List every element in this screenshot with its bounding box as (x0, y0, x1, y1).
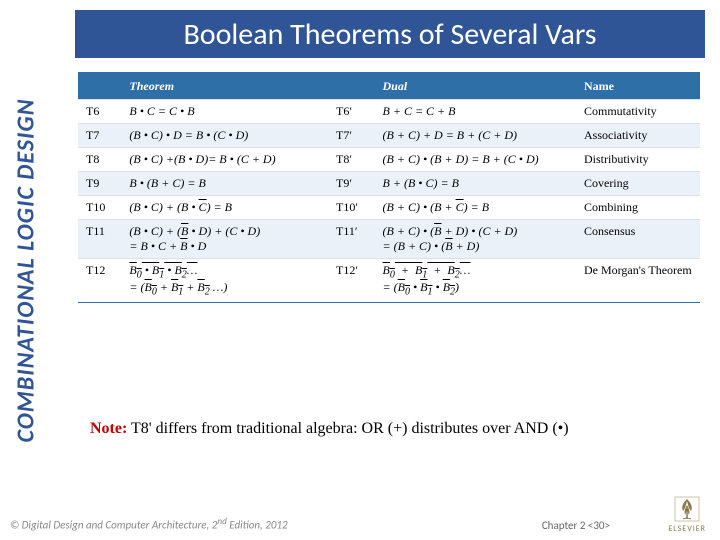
footer: © Digital Design and Computer Architectu… (10, 498, 710, 532)
tree-icon (673, 495, 701, 523)
row-name: De Morgan's Theorem (576, 259, 700, 303)
sidebar-title: COMBINATIONAL LOGIC DESIGN (12, 98, 41, 442)
footer-center: Chapter 2 <30> (542, 519, 610, 532)
row-name: Commutativity (576, 100, 700, 124)
note: Note: T8' differs from traditional algeb… (90, 420, 569, 438)
table-row: T12B0 • B1 • B2…= (B0 + B1 + B2 …)T12′B0… (78, 259, 700, 303)
table-row: T8(B • C) +(B • D)= B • (C + D)T8′(B + C… (78, 148, 700, 172)
row-dual-id: T10′ (328, 196, 374, 220)
row-name: Distributivity (576, 148, 700, 172)
col-blank2 (328, 73, 374, 100)
row-dual-id: T11′ (328, 220, 374, 259)
table-row: T7(B • C) • D = B • (C • D)T7′(B + C) + … (78, 124, 700, 148)
row-id: T7 (78, 124, 121, 148)
col-blank (78, 73, 121, 100)
row-dual-id: T6′ (328, 100, 374, 124)
row-name: Combining (576, 196, 700, 220)
row-dual-id: T9′ (328, 172, 374, 196)
theorem-table-wrap: Theorem Dual Name T6B • C = C • BT6′B + … (78, 72, 700, 303)
col-dual: Dual (375, 73, 576, 100)
copyright-post: Edition, 2012 (227, 519, 288, 532)
row-dual: B0 + B1 + B2…= (B0 • B1 • B2) (375, 259, 576, 303)
row-theorem: B0 • B1 • B2…= (B0 + B1 + B2 …) (121, 259, 328, 303)
copyright-sup: nd (217, 516, 226, 527)
row-dual: (B + C) • (B + C) = B (375, 196, 576, 220)
theorem-table: Theorem Dual Name T6B • C = C • BT6′B + … (78, 72, 700, 303)
row-dual-id: T12′ (328, 259, 374, 303)
slide-title-bar: Boolean Theorems of Several Vars (75, 10, 705, 58)
row-id: T10 (78, 196, 121, 220)
row-dual: (B + C) + D = B + (C + D) (375, 124, 576, 148)
row-theorem: (B • C) + (B • C) = B (121, 196, 328, 220)
row-theorem: B • C = C • B (121, 100, 328, 124)
row-theorem: B • (B + C) = B (121, 172, 328, 196)
row-dual-id: T8′ (328, 148, 374, 172)
row-name: Covering (576, 172, 700, 196)
row-dual: (B + C) • (B + D) = B + (C • D) (375, 148, 576, 172)
col-name: Name (576, 73, 700, 100)
table-row: T10(B • C) + (B • C) = BT10′(B + C) • (B… (78, 196, 700, 220)
row-dual: B + C = C + B (375, 100, 576, 124)
publisher-logo: ELSEVIER (668, 495, 706, 534)
row-dual: (B + C) • (B + D) • (C + D)= (B + C) • (… (375, 220, 576, 259)
row-id: T12 (78, 259, 121, 303)
row-theorem: (B • C) +(B • D)= B • (C + D) (121, 148, 328, 172)
sidebar: COMBINATIONAL LOGIC DESIGN (0, 0, 52, 540)
row-id: T6 (78, 100, 121, 124)
row-dual-id: T7′ (328, 124, 374, 148)
row-theorem: (B • C) • D = B • (C • D) (121, 124, 328, 148)
table-row: T6B • C = C • BT6′B + C = C + BCommutati… (78, 100, 700, 124)
row-id: T11 (78, 220, 121, 259)
col-theorem: Theorem (121, 73, 328, 100)
table-body: T6B • C = C • BT6′B + C = C + BCommutati… (78, 100, 700, 303)
table-row: T11(B • C) + (B • D) + (C • D)= B • C + … (78, 220, 700, 259)
row-name: Associativity (576, 124, 700, 148)
publisher-name: ELSEVIER (668, 524, 706, 534)
row-name: Consensus (576, 220, 700, 259)
row-theorem: (B • C) + (B • D) + (C • D)= B • C + B •… (121, 220, 328, 259)
footer-left: © Digital Design and Computer Architectu… (10, 516, 542, 532)
note-label: Note: (90, 420, 127, 437)
row-id: T9 (78, 172, 121, 196)
copyright-pre: © Digital Design and Computer Architectu… (10, 519, 212, 532)
slide-title: Boolean Theorems of Several Vars (183, 16, 596, 53)
table-row: T9B • (B + C) = BT9′B + (B • C) = BCover… (78, 172, 700, 196)
table-header-row: Theorem Dual Name (78, 73, 700, 100)
row-id: T8 (78, 148, 121, 172)
note-text: T8' differs from traditional algebra: OR… (127, 420, 568, 437)
row-dual: B + (B • C) = B (375, 172, 576, 196)
